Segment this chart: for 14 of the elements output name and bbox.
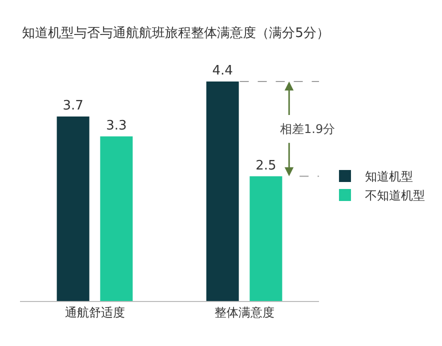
data-label: 3.3 <box>106 118 127 134</box>
bar <box>206 82 239 301</box>
x-tick-label: 整体满意度 <box>214 305 274 320</box>
data-label: 2.5 <box>256 158 276 174</box>
legend-label: 不知道机型 <box>364 188 425 203</box>
data-label: 3.7 <box>62 98 84 114</box>
chart-title: 知道机型与否与通航航班旅程整体满意度（满分5分） <box>22 24 330 41</box>
data-label: 4.4 <box>212 64 233 79</box>
bar <box>250 176 282 301</box>
x-tick-label: 通航舒适度 <box>64 305 125 320</box>
legend-label: 知道机型 <box>364 170 413 184</box>
bar <box>100 136 133 301</box>
bar <box>56 116 90 301</box>
annotation: 相差1.9分 <box>280 122 336 136</box>
